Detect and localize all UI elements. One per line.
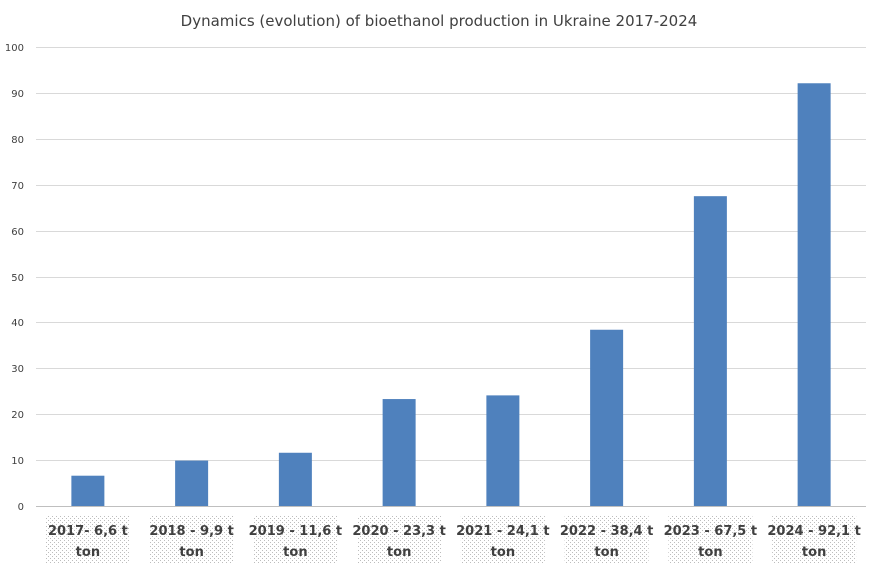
grid-layer: 0 10 20 30 40 50 60 70 80 90 100 <box>5 43 866 513</box>
x-tick-label-background <box>357 516 442 563</box>
x-tick-label: 2019 - 11,6 t <box>249 524 342 539</box>
y-tick-label: 100 <box>5 43 24 54</box>
x-tick-label: ton <box>802 545 826 560</box>
x-tick-layer: 2017- 6,6 t ton 2018 - 9,9 t ton 2019 - 11,6… <box>45 516 861 563</box>
y-tick-label: 80 <box>11 135 24 146</box>
x-tick-label-background <box>668 516 753 563</box>
chart-title: Dynamics (evolution) of bioethanol produ… <box>181 12 698 30</box>
bar <box>486 395 520 506</box>
bar <box>590 329 624 506</box>
x-tick-label: 2018 - 9,9 t <box>149 524 233 539</box>
bar <box>693 196 727 507</box>
x-tick-label: 2020 - 23,3 t <box>352 524 445 539</box>
x-tick-label-background <box>253 516 338 563</box>
y-tick-label: 0 <box>18 502 24 513</box>
x-tick-label-background <box>460 516 545 563</box>
y-tick-label: 40 <box>11 318 24 329</box>
y-tick-label: 50 <box>11 273 24 284</box>
x-tick-label: ton <box>283 545 307 560</box>
x-tick-label: ton <box>76 545 100 560</box>
y-tick-label: 70 <box>11 181 24 192</box>
x-tick-label-background <box>45 516 130 563</box>
y-tick-label: 20 <box>11 410 24 421</box>
x-tick-label-background <box>149 516 234 563</box>
x-tick-label: ton <box>387 545 411 560</box>
y-tick-label: 60 <box>11 227 24 238</box>
x-tick-label: 2017- 6,6 t <box>48 524 128 539</box>
bar <box>278 452 312 506</box>
bar-layer <box>71 83 831 507</box>
y-tick-label: 30 <box>11 364 24 375</box>
x-tick-label-background <box>772 516 857 563</box>
x-tick-label: ton <box>698 545 722 560</box>
x-tick-label: 2022 - 38,4 t <box>560 524 653 539</box>
y-tick-label: 10 <box>11 456 24 467</box>
x-tick-label: ton <box>594 545 618 560</box>
x-tick-label: 2023 - 67,5 t <box>664 524 757 539</box>
y-tick-label: 90 <box>11 89 24 100</box>
bar <box>382 399 416 506</box>
bar <box>797 83 831 507</box>
bar <box>175 460 209 506</box>
x-tick-label: 2024 - 92,1 t <box>767 524 860 539</box>
x-tick-label-background <box>564 516 649 563</box>
bar <box>71 475 105 506</box>
x-tick-label: ton <box>179 545 203 560</box>
x-tick-label: 2021 - 24,1 t <box>456 524 549 539</box>
x-tick-label: ton <box>491 545 515 560</box>
